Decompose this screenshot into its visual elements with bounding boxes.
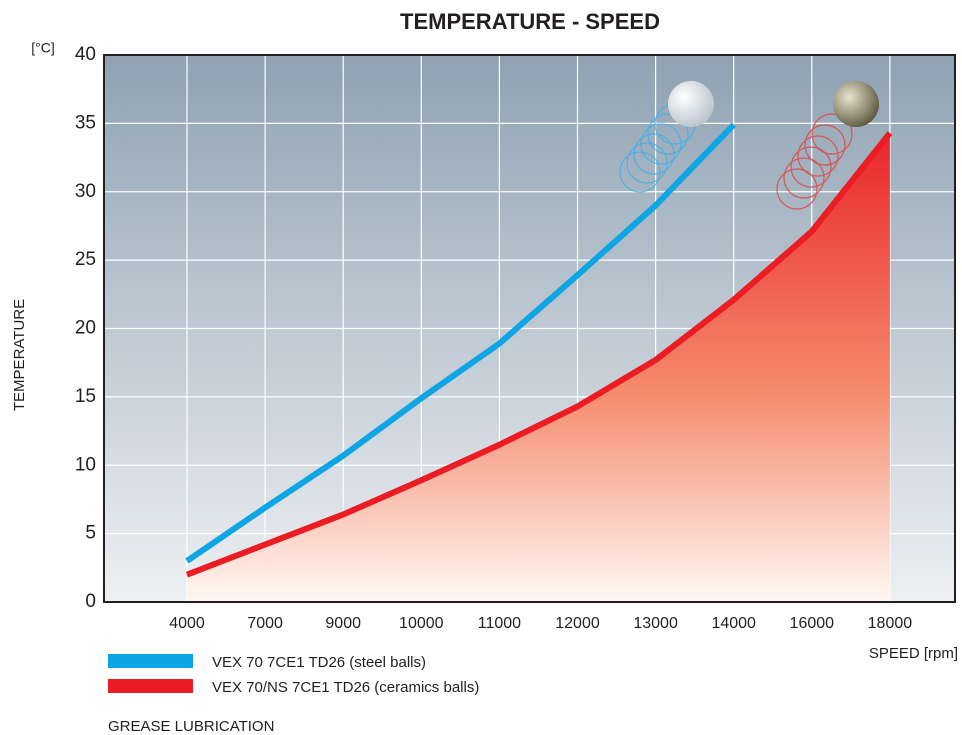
x-tick-label: 4000 — [169, 615, 205, 632]
y-unit: [°C] — [31, 40, 55, 56]
y-tick-label: 35 — [75, 112, 96, 133]
x-tick-label: 11000 — [478, 615, 521, 632]
y-axis-label: TEMPERATURE — [11, 299, 28, 411]
x-tick-label: 18000 — [868, 615, 913, 632]
x-tick-label: 16000 — [790, 615, 835, 632]
y-tick-label: 10 — [75, 454, 96, 475]
y-tick-label: 15 — [75, 386, 96, 407]
y-tick-label: 25 — [75, 249, 96, 270]
line — [185, 131, 893, 578]
legend-swatch — [108, 679, 193, 693]
plot-frame — [103, 54, 956, 603]
marks — [185, 122, 893, 602]
note: GREASE LUBRICATION — [108, 718, 274, 735]
x-tick-label: 14000 — [711, 615, 756, 632]
x-tick-label: 7000 — [247, 615, 283, 632]
x-tick-label: 13000 — [633, 615, 678, 632]
y-tick-label: 40 — [75, 44, 96, 65]
x-tick-label: 10000 — [399, 615, 444, 632]
y-tick-label: 20 — [75, 318, 96, 339]
line — [185, 122, 736, 564]
y-tick-label: 5 — [85, 523, 96, 544]
y-tick-label: 30 — [75, 181, 96, 202]
chart-title: TEMPERATURE - SPEED — [400, 9, 660, 34]
x-tick-label: 9000 — [325, 615, 361, 632]
x-axis-label: SPEED [rpm] — [869, 645, 958, 662]
x-tick-label: 12000 — [555, 615, 600, 632]
legend-swatch — [108, 654, 193, 668]
y-tick-label: 0 — [85, 591, 96, 612]
decoration — [619, 81, 879, 210]
legend-label: VEX 70/NS 7CE1 TD26 (ceramics balls) — [212, 679, 479, 696]
area — [187, 132, 890, 602]
legend: VEX 70 7CE1 TD26 (steel balls) VEX 70/NS … — [108, 654, 479, 696]
legend-label: VEX 70 7CE1 TD26 (steel balls) — [212, 654, 426, 671]
